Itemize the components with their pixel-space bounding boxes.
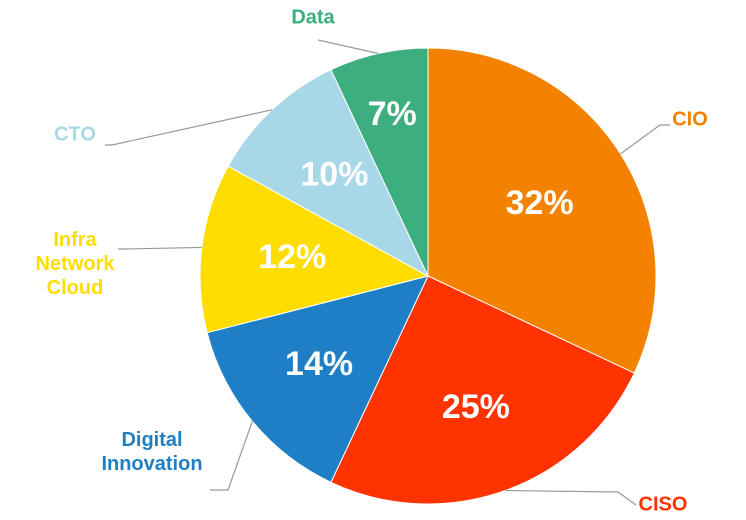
leader-line <box>105 109 273 146</box>
leader-line <box>210 421 253 491</box>
leader-line <box>317 39 379 55</box>
leader-line <box>505 489 637 506</box>
category-label: Data <box>291 6 335 28</box>
category-label: CIO <box>672 108 708 130</box>
value-label: 7% <box>368 95 417 133</box>
value-label: 14% <box>285 345 353 383</box>
value-label: 10% <box>300 155 368 193</box>
category-label: CTO <box>54 123 96 145</box>
pie-slice <box>330 275 635 505</box>
category-label: Infra Network Cloud <box>36 229 116 299</box>
value-label: 25% <box>442 388 510 426</box>
pie-slice <box>427 47 657 374</box>
leader-line <box>118 246 202 250</box>
leader-line <box>620 124 670 155</box>
category-label: CISO <box>639 493 688 515</box>
value-label: 32% <box>506 184 574 222</box>
value-label: 12% <box>258 238 326 276</box>
category-label: Digital Innovation <box>101 429 202 475</box>
